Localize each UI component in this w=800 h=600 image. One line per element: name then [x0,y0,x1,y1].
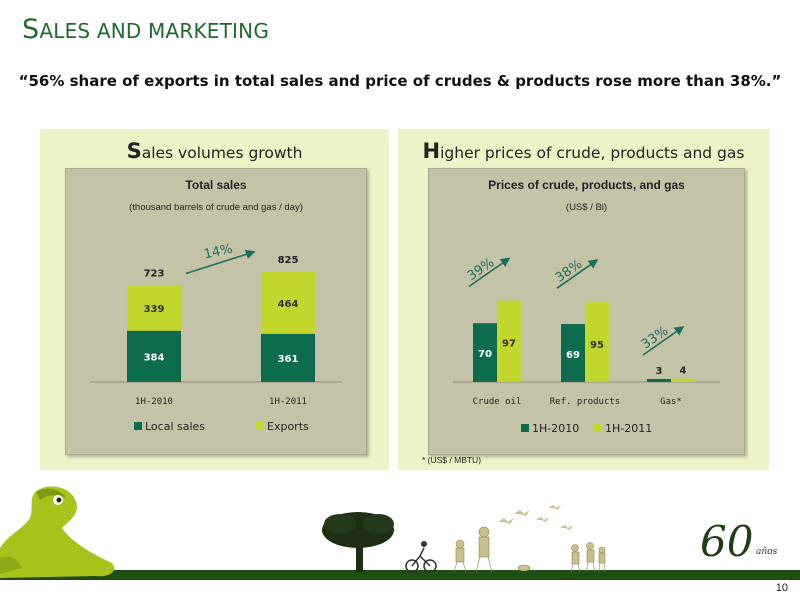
growth-arrow [556,259,599,289]
bar-1h-2011 [585,302,609,382]
right-panel-title-initial: H [422,139,441,163]
bar-1h-2010 [473,323,497,382]
cyclist-icon [405,541,437,573]
birds-icon [498,505,573,530]
data-label: 361 [278,354,299,365]
headline-quote: “56% share of exports in total sales and… [18,72,782,90]
footer-illustration: 60 años [0,486,800,600]
right-panel-title-rest: igher prices of crude, products and gas [440,144,745,162]
x-tick-label: Crude oil [473,397,522,407]
page-number: 10 [775,582,788,594]
legend-label: 1H-2010 [532,422,579,435]
chart-subtitle: (thousand barrels of crude and gas / day… [129,202,303,213]
left-panel: Sales volumes growth Total sales (thousan… [40,129,389,470]
ground-strip [0,570,800,580]
prices-chart: Prices of crude, products, and gas (US$ /… [428,168,745,455]
total-label: 723 [144,268,165,279]
bar-local-sales [261,333,315,382]
prices-chart-svg: Prices of crude, products, and gas (US$ /… [453,178,720,435]
bar-1h-2010 [561,324,585,382]
bar-exports [261,271,315,334]
bar-exports [127,285,181,331]
growth-label: 33% [639,324,671,353]
right-panel: Higher prices of crude, products and gas… [398,129,769,470]
data-label: 70 [478,349,492,360]
x-tick-label: 1H-2011 [269,397,307,407]
chart-subtitle: (US$ / Bl) [566,202,607,213]
footer-base [0,580,800,600]
legend-swatch [134,422,142,430]
legend-label: Exports [267,420,309,433]
x-tick-label: Ref. products [550,397,620,407]
growth-label: 14% [203,242,234,263]
right-panel-title: Higher prices of crude, products and gas [398,139,769,163]
walking-people-icon [453,526,606,573]
bar-1h-2011 [497,300,521,382]
total-label: 825 [278,255,299,266]
left-panel-title-rest: ales volumes growth [141,144,303,162]
bar-local-sales [127,330,181,382]
x-tick-label: Gas* [660,397,682,407]
legend-swatch [256,422,264,430]
x-tick-label: 1H-2010 [135,397,173,407]
growth-arrow [642,326,685,356]
legend-label: Local sales [145,420,205,433]
data-label: 464 [278,299,299,310]
slide-title-rest: ALES AND MARKETING [39,19,270,43]
tree-silhouette-icon [322,512,394,572]
left-panel-title-initial: S [126,139,142,163]
legend-label: 1H-2011 [605,422,652,435]
frog-mascot-icon [0,486,115,578]
anniversary-number: 60 [700,517,753,566]
growth-arrow [468,257,511,288]
left-panel-title: Sales volumes growth [40,139,389,163]
legend-swatch [594,424,602,432]
total-sales-chart-svg: Total sales (thousand barrels of crude an… [90,178,342,433]
footnote: * (US$ / MBTU) [422,455,482,465]
bar-1h-2011 [671,378,695,382]
growth-label: 39% [465,255,497,284]
data-label: 384 [144,352,165,363]
data-label: 339 [144,304,165,315]
legend-swatch [521,424,529,432]
slide-title-initial: S [22,14,40,45]
total-sales-chart: Total sales (thousand barrels of crude an… [65,168,367,455]
bar-1h-2010 [647,379,671,382]
data-label: 69 [566,350,580,361]
data-label: 97 [502,339,516,350]
chart-title: Prices of crude, products, and gas [488,178,685,192]
data-label: 3 [656,366,663,377]
anniversary-word: años [756,547,778,557]
growth-arrow [185,249,256,275]
data-label: 95 [590,340,604,351]
chart-title: Total sales [185,178,246,192]
data-label: 4 [680,366,687,377]
slide-title: SALES AND MARKETING [22,14,269,45]
growth-label: 38% [553,257,585,286]
